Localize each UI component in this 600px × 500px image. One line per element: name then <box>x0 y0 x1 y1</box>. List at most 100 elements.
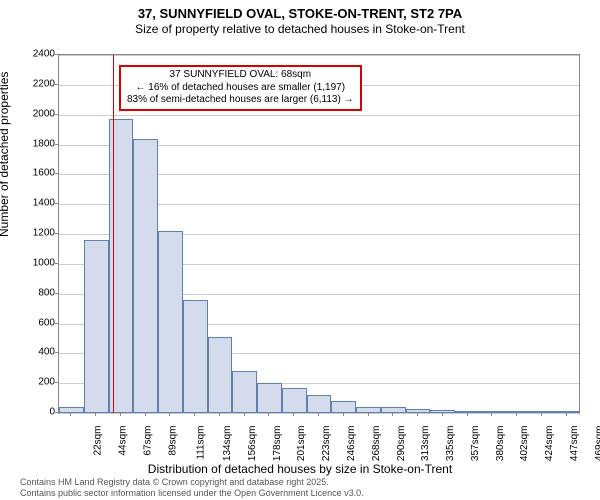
y-tick-mark <box>55 144 59 145</box>
chart-container: 37, SUNNYFIELD OVAL, STOKE-ON-TRENT, ST2… <box>0 0 600 500</box>
y-tick-mark <box>55 352 59 353</box>
chart-subtitle: Size of property relative to detached ho… <box>0 22 600 36</box>
histogram-bar <box>208 337 233 413</box>
x-tick-label: 469sqm <box>594 426 600 462</box>
histogram-bar <box>133 139 158 413</box>
x-tick-mark <box>368 412 369 416</box>
y-tick-label: 2200 <box>15 78 55 89</box>
y-tick-mark <box>55 382 59 383</box>
plot-area: 37 SUNNYFIELD OVAL: 68sqm← 16% of detach… <box>58 54 580 414</box>
y-tick-mark <box>55 54 59 55</box>
x-tick-mark <box>169 412 170 416</box>
y-tick-mark <box>55 323 59 324</box>
x-tick-mark <box>219 412 220 416</box>
y-tick-mark <box>55 233 59 234</box>
histogram-bar <box>331 401 356 413</box>
histogram-bar <box>282 388 307 413</box>
x-tick-label: 67sqm <box>142 426 153 456</box>
gridline <box>59 115 579 116</box>
y-tick-label: 2400 <box>15 49 55 60</box>
x-tick-label: 156sqm <box>247 426 258 462</box>
histogram-bar <box>158 231 183 413</box>
y-tick-label: 2000 <box>15 108 55 119</box>
x-tick-label: 402sqm <box>519 426 530 462</box>
y-tick-label: 0 <box>15 407 55 418</box>
x-tick-label: 424sqm <box>544 426 555 462</box>
chart-title: 37, SUNNYFIELD OVAL, STOKE-ON-TRENT, ST2… <box>0 0 600 22</box>
x-tick-mark <box>541 412 542 416</box>
x-tick-mark <box>120 412 121 416</box>
x-tick-mark <box>70 412 71 416</box>
x-tick-label: 134sqm <box>222 426 233 462</box>
y-tick-label: 1800 <box>15 138 55 149</box>
x-tick-mark <box>516 412 517 416</box>
x-tick-mark <box>467 412 468 416</box>
x-tick-label: 44sqm <box>118 426 129 456</box>
y-tick-label: 800 <box>15 287 55 298</box>
gridline <box>59 413 579 414</box>
histogram-bar <box>84 240 109 413</box>
x-tick-mark <box>566 412 567 416</box>
x-tick-label: 357sqm <box>470 426 481 462</box>
x-tick-mark <box>95 412 96 416</box>
y-axis-label: Number of detached properties <box>0 72 11 237</box>
annotation-line-2: ← 16% of detached houses are smaller (1,… <box>127 82 354 95</box>
x-tick-label: 201sqm <box>297 426 308 462</box>
x-tick-label: 89sqm <box>167 426 178 456</box>
y-tick-mark <box>55 173 59 174</box>
x-tick-label: 178sqm <box>272 426 283 462</box>
histogram-bar <box>554 411 579 413</box>
annotation-line-3: 83% of semi-detached houses are larger (… <box>127 94 354 107</box>
histogram-bar <box>59 407 84 413</box>
histogram-bar <box>356 407 381 413</box>
x-tick-label: 335sqm <box>445 426 456 462</box>
x-tick-label: 111sqm <box>196 426 207 460</box>
y-tick-label: 1000 <box>15 257 55 268</box>
footer-attribution: Contains HM Land Registry data © Crown c… <box>20 477 364 498</box>
histogram-bar <box>257 383 282 413</box>
x-tick-mark <box>491 412 492 416</box>
y-tick-label: 600 <box>15 317 55 328</box>
x-tick-label: 447sqm <box>569 426 580 462</box>
x-axis-label: Distribution of detached houses by size … <box>0 462 600 476</box>
y-tick-mark <box>55 203 59 204</box>
y-tick-mark <box>55 412 59 413</box>
histogram-bar <box>307 395 332 413</box>
x-tick-mark <box>293 412 294 416</box>
x-tick-mark <box>244 412 245 416</box>
x-tick-mark <box>343 412 344 416</box>
x-tick-mark <box>145 412 146 416</box>
y-tick-label: 1400 <box>15 198 55 209</box>
x-tick-label: 380sqm <box>495 426 506 462</box>
y-tick-mark <box>55 114 59 115</box>
histogram-bar <box>183 300 208 413</box>
x-tick-label: 223sqm <box>321 426 332 462</box>
x-tick-label: 22sqm <box>93 426 104 456</box>
y-tick-label: 1600 <box>15 168 55 179</box>
histogram-bar <box>529 411 554 413</box>
x-tick-label: 246sqm <box>346 426 357 462</box>
x-tick-mark <box>268 412 269 416</box>
y-tick-label: 1200 <box>15 228 55 239</box>
histogram-bar <box>455 411 480 413</box>
property-marker-line <box>113 55 114 413</box>
x-tick-mark <box>392 412 393 416</box>
x-tick-mark <box>417 412 418 416</box>
x-tick-mark <box>442 412 443 416</box>
annotation-line-1: 37 SUNNYFIELD OVAL: 68sqm <box>127 69 354 82</box>
histogram-bar <box>430 410 455 413</box>
x-tick-mark <box>318 412 319 416</box>
histogram-bar <box>232 371 257 413</box>
footer-line-1: Contains HM Land Registry data © Crown c… <box>20 477 364 487</box>
y-tick-mark <box>55 84 59 85</box>
x-tick-label: 290sqm <box>396 426 407 462</box>
gridline <box>59 55 579 56</box>
footer-line-2: Contains public sector information licen… <box>20 488 364 498</box>
x-tick-label: 268sqm <box>371 426 382 462</box>
y-tick-mark <box>55 263 59 264</box>
y-tick-label: 400 <box>15 347 55 358</box>
annotation-callout: 37 SUNNYFIELD OVAL: 68sqm← 16% of detach… <box>119 65 362 111</box>
y-tick-label: 200 <box>15 377 55 388</box>
x-tick-label: 313sqm <box>420 426 431 462</box>
x-tick-mark <box>194 412 195 416</box>
